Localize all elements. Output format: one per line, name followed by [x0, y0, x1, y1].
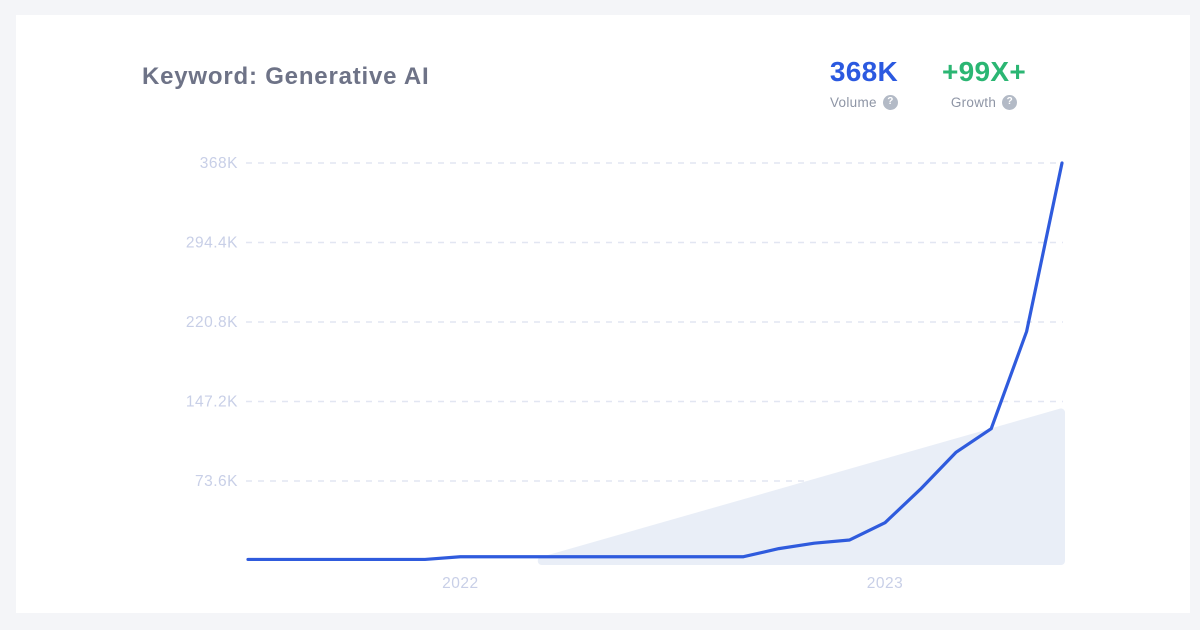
volume-help-icon[interactable]: ? [882, 94, 898, 110]
y-axis-tick-label: 368K [200, 155, 238, 172]
volume-stat: 368K Volume ? [829, 56, 898, 110]
growth-help-icon[interactable]: ? [1002, 94, 1018, 110]
x-axis-tick-label: 2022 [442, 575, 478, 592]
chart-card: Keyword: Generative AI 368K Volume ? +99… [16, 15, 1190, 613]
growth-label-row: Growth ? [950, 94, 1018, 110]
volume-label: Volume [829, 94, 877, 110]
stats-row: 368K Volume ? +99X+ Growth ? [829, 56, 1026, 110]
y-axis-tick-label: 220.8K [186, 314, 238, 331]
growth-wedge [537, 408, 1065, 565]
card-header: Keyword: Generative AI 368K Volume ? +99… [142, 56, 1026, 110]
y-axis-tick-label: 73.6K [195, 473, 238, 490]
volume-value: 368K [829, 56, 898, 87]
y-axis-tick-label: 294.4K [186, 235, 238, 252]
page-title: Keyword: Generative AI [142, 63, 430, 90]
growth-label: Growth [950, 94, 997, 110]
trend-line [246, 161, 1064, 562]
y-axis-tick-label: 147.2K [186, 394, 238, 411]
volume-label-row: Volume ? [829, 94, 898, 110]
x-axis-tick-label: 2023 [867, 575, 903, 592]
growth-stat: +99X+ Growth ? [941, 56, 1026, 110]
trend-chart: 368K 294.4K 220.8K 147.2K 73.6K 2022 2023 [186, 155, 1065, 592]
growth-value: +99X+ [941, 56, 1026, 87]
